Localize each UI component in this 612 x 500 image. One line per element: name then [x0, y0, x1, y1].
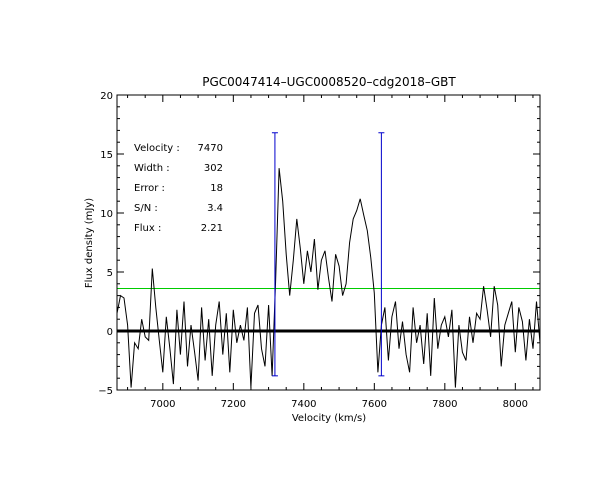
- info-label: Flux :: [134, 223, 161, 234]
- velocity-markers: [271, 132, 385, 377]
- info-label: Error :: [134, 183, 165, 194]
- x-tick-label: 8000: [503, 399, 528, 410]
- y-axis-label: Flux density (mJy): [84, 198, 95, 288]
- info-value: 3.4: [207, 203, 223, 214]
- x-tick-label: 7200: [221, 399, 246, 410]
- plot-frame: [116, 94, 541, 391]
- info-label: S/N :: [134, 203, 158, 214]
- chart-title: PGC0047414–UGC0008520–cdg2018–GBT: [202, 75, 456, 89]
- info-value: 302: [204, 163, 223, 174]
- y-tick-label: 20: [100, 91, 113, 102]
- info-label: Velocity :: [134, 143, 180, 154]
- y-tick-label: 10: [100, 209, 113, 220]
- x-tick-label: 7800: [432, 399, 457, 410]
- y-tick-label: 15: [100, 150, 113, 161]
- x-tick-label: 7000: [150, 399, 175, 410]
- y-tick-label: 5: [107, 268, 113, 279]
- y-tick-label: −5: [98, 386, 113, 397]
- x-axis-label: Velocity (km/s): [292, 413, 366, 424]
- info-value: 7470: [198, 143, 223, 154]
- y-tick-label: 0: [107, 327, 113, 338]
- x-ticks-group: 7000 7200 7400 7600 7800 8000: [127, 95, 534, 410]
- x-tick-label: 7400: [291, 399, 316, 410]
- spectrum-line: [116, 168, 541, 388]
- info-block: Velocity : 7470 Width : 302 Error : 18 S/N : 3.…: [134, 143, 223, 234]
- x-tick-label: 7600: [362, 399, 387, 410]
- info-label: Width :: [134, 163, 170, 174]
- info-value: 2.21: [201, 223, 223, 234]
- info-value: 18: [210, 183, 223, 194]
